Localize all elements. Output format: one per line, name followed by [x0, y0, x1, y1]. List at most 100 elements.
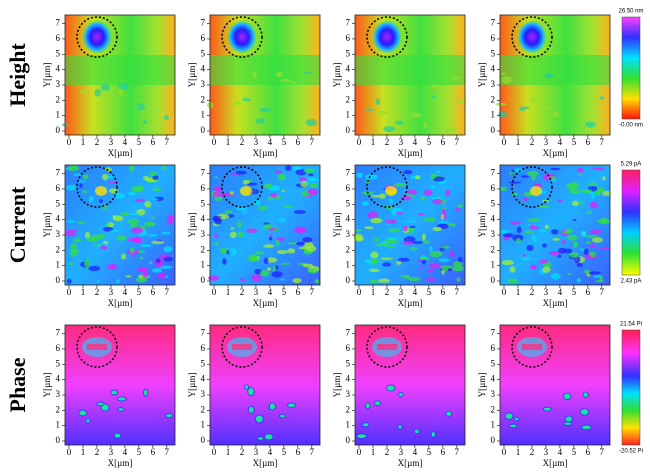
texture	[508, 171, 516, 175]
x-tick-label: 7	[455, 137, 460, 147]
texture	[501, 260, 515, 266]
x-tick-label: 4	[268, 287, 273, 297]
x-tick-label: 6	[151, 137, 156, 147]
texture	[544, 224, 549, 230]
y-tick-label: 3	[201, 79, 206, 89]
x-axis-label: X[µm]	[253, 298, 278, 308]
x-tick-label: 2	[530, 447, 535, 457]
texture	[583, 248, 589, 256]
texture	[537, 205, 551, 209]
x-tick-label: 2	[385, 137, 390, 147]
texture	[589, 229, 602, 235]
texture	[510, 220, 521, 225]
texture	[367, 211, 378, 219]
x-tick-label: 2	[240, 287, 245, 297]
texture	[548, 251, 562, 256]
feature	[522, 344, 542, 350]
y-tick-label: 4	[346, 214, 351, 224]
y-tick-label: 0	[346, 435, 351, 445]
texture	[116, 235, 127, 241]
texture	[236, 206, 248, 211]
texture	[160, 231, 171, 235]
texture	[412, 241, 424, 244]
feature	[232, 344, 252, 350]
texture	[276, 237, 285, 241]
y-tick-label: 6	[346, 33, 351, 43]
y-axis-label: Y[µm]	[42, 63, 52, 88]
row-label: Height	[5, 43, 30, 107]
texture	[601, 217, 608, 224]
feature	[530, 186, 542, 196]
texture	[157, 272, 166, 279]
x-tick-label: 4	[123, 137, 128, 147]
texture	[128, 165, 135, 172]
image	[355, 325, 465, 445]
texture	[380, 257, 394, 261]
y-tick-label: 2	[201, 244, 206, 254]
texture	[307, 188, 319, 196]
y-axis-label: Y[µm]	[187, 373, 197, 398]
x-axis-label: X[µm]	[543, 298, 568, 308]
texture	[578, 172, 582, 176]
texture	[425, 278, 437, 281]
texture	[259, 107, 272, 112]
texture	[549, 167, 561, 171]
texture	[414, 175, 421, 180]
texture	[419, 196, 426, 200]
texture	[294, 118, 300, 126]
y-tick-label: 2	[201, 94, 206, 104]
texture	[370, 194, 381, 198]
x-tick-label: 4	[123, 447, 128, 457]
texture	[304, 248, 308, 254]
texture	[136, 103, 146, 111]
texture	[298, 177, 308, 182]
texture	[88, 265, 101, 272]
texture	[439, 246, 451, 249]
texture	[530, 264, 537, 270]
texture	[503, 233, 514, 238]
x-tick-label: 4	[558, 287, 563, 297]
texture	[142, 120, 148, 124]
y-axis-label: Y[µm]	[187, 213, 197, 238]
colorbar	[621, 16, 641, 120]
row-label: Current	[5, 186, 30, 263]
texture	[552, 110, 560, 118]
texture	[247, 387, 255, 396]
texture	[423, 217, 437, 222]
texture	[167, 220, 174, 225]
texture	[438, 258, 450, 263]
highlight-circle	[366, 16, 408, 58]
x-tick-label: 7	[455, 287, 460, 297]
texture	[131, 227, 144, 234]
x-tick-label: 4	[268, 137, 273, 147]
x-tick-label: 0	[502, 137, 507, 147]
x-axis-label: X[µm]	[398, 298, 423, 308]
x-tick-label: 3	[109, 287, 114, 297]
texture	[500, 230, 510, 234]
y-axis-label: Y[µm]	[42, 213, 52, 238]
y-tick-label: 4	[491, 374, 496, 384]
y-tick-label: 5	[201, 198, 206, 208]
texture	[134, 198, 145, 203]
texture	[382, 262, 392, 267]
texture	[214, 176, 219, 179]
texture	[409, 246, 418, 251]
texture	[96, 280, 100, 283]
texture	[152, 188, 163, 192]
texture	[80, 89, 87, 94]
texture	[456, 277, 461, 283]
texture	[280, 262, 291, 265]
texture	[551, 229, 559, 235]
y-tick-label: 7	[491, 18, 496, 28]
texture	[163, 256, 173, 262]
texture	[140, 256, 144, 260]
y-tick-label: 1	[201, 110, 206, 120]
y-tick-label: 1	[201, 420, 206, 430]
texture	[571, 200, 580, 206]
x-tick-label: 2	[530, 287, 535, 297]
texture	[514, 168, 524, 173]
y-tick-label: 5	[491, 198, 496, 208]
